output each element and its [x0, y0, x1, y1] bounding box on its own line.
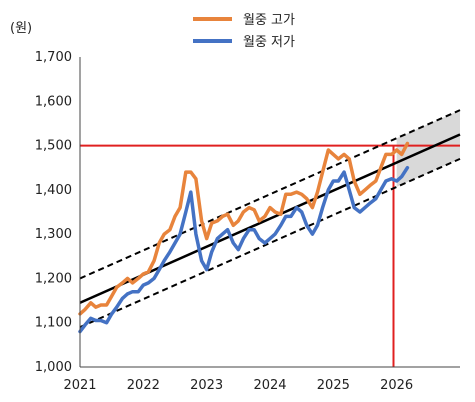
legend-label-high: 월중 고가 [243, 13, 295, 28]
y-tick-label: 1,300 [35, 227, 72, 242]
axis-layer [79, 57, 460, 368]
legend: 월중 고가 월중 저가 [193, 13, 295, 50]
y-tick-label: 1,700 [35, 50, 72, 65]
trend-lower-line [79, 157, 461, 329]
series-layer [78, 141, 410, 334]
y-tick-label: 1,100 [35, 316, 72, 331]
y-tick-label: 1,600 [35, 94, 72, 109]
x-tick-label: 2023 [190, 378, 223, 393]
x-tick-label: 2025 [317, 378, 350, 393]
tick-label-layer: 1,000 1,100 1,200 1,300 1,400 1,500 1,600 1,700… [35, 50, 413, 393]
x-tick-label: 2026 [380, 378, 413, 393]
x-tick-label: 2021 [63, 378, 96, 393]
series-line-low [78, 165, 410, 334]
y-tick-label: 1,000 [35, 360, 72, 375]
y-unit-label: (원) [10, 21, 32, 36]
y-tick-label: 1,500 [35, 139, 72, 154]
y-tick-label: 1,400 [35, 183, 72, 198]
y-tick-label: 1,200 [35, 271, 72, 286]
x-tick-label: 2022 [127, 378, 160, 393]
x-tick-label: 2024 [253, 378, 286, 393]
series-line-high [78, 141, 410, 316]
reference-line-layer [80, 144, 460, 367]
legend-label-low: 월중 저가 [243, 35, 295, 50]
trend-upper-line [79, 109, 461, 280]
